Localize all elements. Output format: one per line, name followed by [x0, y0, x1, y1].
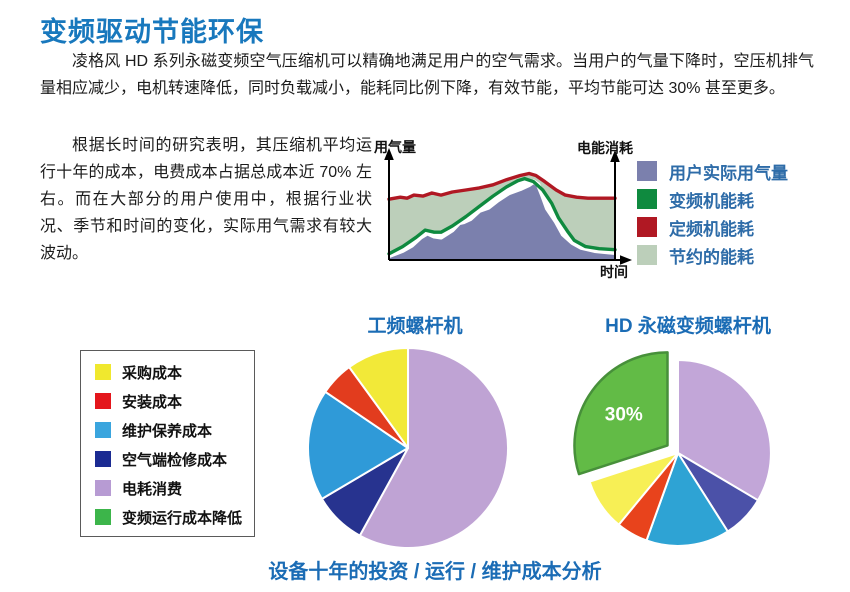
saved-energy-band: [389, 173, 615, 254]
cost-analysis-caption: 设备十年的投资 / 运行 / 维护成本分析: [268, 561, 602, 583]
actual-consumption-area: [389, 181, 615, 260]
right-axis-arrow: [610, 150, 620, 162]
pie-slice: [677, 359, 772, 502]
legend-label: 定频机能耗: [669, 219, 754, 239]
area-legend-item: 变频机能耗: [637, 189, 788, 211]
pie-slice-value-label: 30%: [605, 405, 643, 426]
legend-swatch: [95, 480, 111, 496]
pie-slice: [348, 347, 409, 449]
pie-legend-item: 采购成本: [95, 364, 248, 382]
chart-axes: [388, 157, 624, 261]
legend-swatch: [95, 451, 111, 467]
pie-legend-item: 电耗消费: [95, 480, 248, 498]
pie-chart-fixed-frequency: [307, 347, 510, 549]
legend-swatch: [637, 161, 657, 181]
legend-swatch: [637, 217, 657, 237]
y-left-axis-label: 用气量: [374, 139, 416, 155]
pie-title-hd-variable-frequency: HD 永磁变频螺杆机: [605, 316, 771, 337]
x-axis-arrow: [620, 255, 632, 265]
consumption-area-chart: [384, 148, 632, 265]
fixed-frequency-line: [387, 171, 617, 201]
pie-legend-item: 空气端检修成本: [95, 451, 248, 469]
pie-slice: [307, 390, 409, 500]
area-separator: [388, 179, 616, 259]
x-axis-label: 时间: [600, 264, 628, 280]
legend-swatch: [95, 422, 111, 438]
legend-label: 安装成本: [122, 393, 183, 411]
y-right-axis-label: 电能消耗: [577, 140, 633, 156]
area-chart-legend: 用户实际用气量 变频机能耗定频机能耗节约的能耗: [637, 161, 788, 273]
cost-study-paragraph: 根据长时间的研究表明，其压缩机平均运行十年的成本，电费成本占据总成本近 70% …: [40, 137, 372, 262]
legend-swatch: [95, 509, 111, 525]
legend-label: 变频机能耗: [669, 191, 754, 211]
pie-chart-hd-variable-frequency: 30%: [573, 351, 772, 547]
legend-swatch: [95, 364, 111, 380]
pie-slice: [358, 347, 510, 549]
legend-label: 维护保养成本: [122, 422, 213, 440]
legend-label: 空气端检修成本: [122, 451, 228, 469]
legend-swatch: [95, 393, 111, 409]
pie-legend-item: 安装成本: [95, 393, 248, 411]
page-title: 变频驱动节能环保: [40, 17, 264, 47]
pie-slice: [573, 351, 669, 476]
legend-label: 节约的能耗: [669, 247, 754, 267]
pie-slice: [588, 452, 679, 526]
left-axis-arrow: [384, 148, 394, 160]
legend-label: 采购成本: [122, 364, 183, 382]
legend-swatch: [637, 189, 657, 209]
pie-legend-item: 维护保养成本: [95, 422, 248, 440]
area-legend-item: 节约的能耗: [637, 245, 788, 267]
legend-label: 用户实际用气量: [669, 163, 788, 183]
area-legend-item: 用户实际用气量: [637, 161, 788, 183]
legend-label: 电耗消费: [122, 480, 183, 498]
area-legend-item: 定频机能耗: [637, 217, 788, 239]
pie-legend-item: 变频运行成本降低: [95, 509, 248, 527]
legend-label: 变频运行成本降低: [122, 509, 243, 527]
pie-title-fixed-frequency: 工频螺杆机: [367, 316, 463, 337]
legend-swatch: [637, 245, 657, 265]
pie-chart-legend-box: 采购成本安装成本维护保养成本 空气端检修成本 电耗消费变频运行成本降低: [80, 350, 255, 537]
intro-paragraph: 凌格风 HD 系列永磁变频空气压缩机可以精确地满足用户的空气需求。当用户的气量下…: [40, 53, 814, 97]
variable-frequency-line: [387, 176, 617, 256]
pie-slice: [645, 452, 729, 547]
